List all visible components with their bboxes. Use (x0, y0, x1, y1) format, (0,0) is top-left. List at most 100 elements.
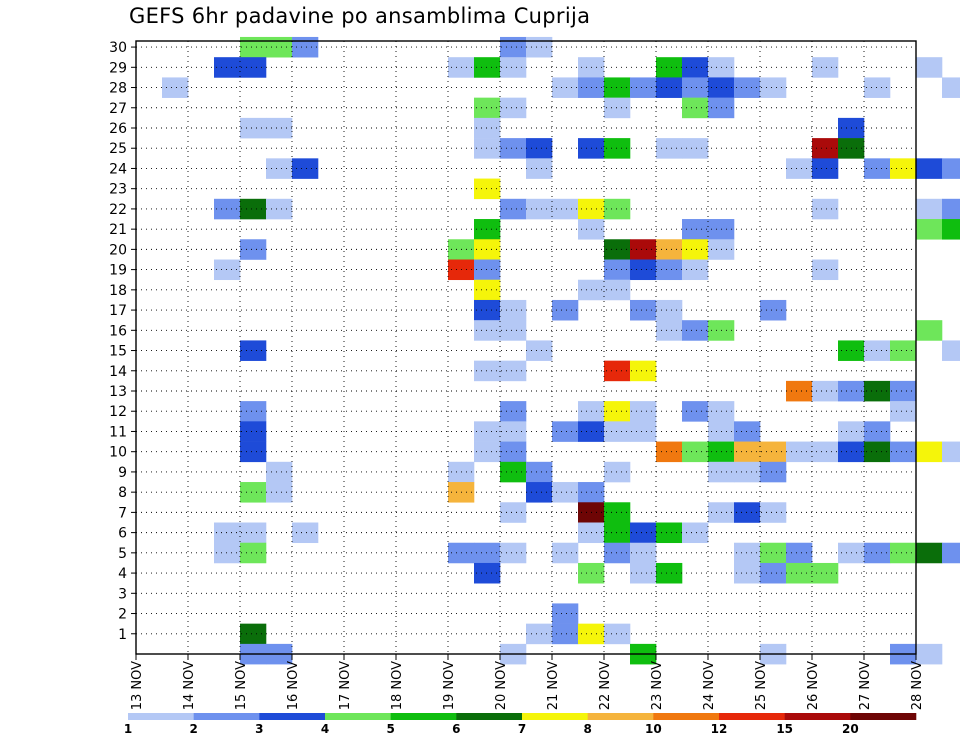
heatmap-cell (734, 461, 761, 483)
heatmap-cell (682, 97, 709, 119)
heatmap-cell (812, 441, 839, 463)
legend-label: 3 (255, 722, 263, 736)
heatmap-cell (656, 320, 683, 341)
heatmap-cell (292, 36, 319, 58)
heatmap-cell (240, 441, 267, 463)
heatmap-cell (500, 441, 527, 463)
heatmap-cell (916, 158, 943, 179)
heatmap-cell (682, 320, 709, 341)
heatmap-cell (240, 401, 267, 422)
heatmap-cell (552, 603, 579, 624)
x-tick-label: 15 NOV (234, 661, 249, 710)
heatmap-cell (240, 522, 267, 544)
x-tick-label: 19 NOV (442, 661, 457, 710)
heatmap-cell (214, 542, 241, 564)
y-tick-label: 12 (109, 404, 127, 420)
y-tick-label: 18 (109, 283, 127, 299)
heatmap-cell (812, 259, 839, 281)
y-tick-label: 7 (118, 505, 127, 521)
heatmap-cell (604, 502, 631, 523)
x-tick-label: 16 NOV (286, 661, 301, 710)
heatmap-cell (266, 158, 293, 179)
y-tick-label: 20 (109, 242, 127, 258)
y-tick-label: 21 (109, 222, 127, 238)
heatmap-cell (682, 401, 709, 422)
y-tick-label: 3 (118, 586, 127, 602)
y-tick-label: 26 (109, 121, 127, 137)
heatmap-cell (474, 178, 501, 200)
heatmap-cell (474, 57, 501, 78)
heatmap-cell (656, 138, 683, 159)
heatmap-cell (604, 360, 631, 382)
heatmap-cell (500, 198, 527, 220)
heatmap-cell (630, 239, 657, 260)
heatmap-cell (890, 158, 917, 179)
heatmap-cell (240, 36, 267, 58)
heatmap-cell (526, 623, 553, 645)
heatmap-cell (812, 138, 839, 159)
legend-swatch (325, 713, 391, 720)
heatmap-cell (916, 320, 943, 341)
heatmap-cell (240, 421, 267, 442)
heatmap-cell (734, 421, 761, 442)
heatmap-cell (630, 77, 657, 98)
heatmap-cell (500, 320, 527, 341)
heatmap-cell (864, 340, 891, 361)
heatmap-cell (682, 441, 709, 463)
heatmap-cell (162, 77, 189, 98)
legend-label: 8 (583, 722, 591, 736)
heatmap-cell (240, 340, 267, 361)
legend: 1 2 3 4 5 6 7 8 10 12 15 20 (124, 713, 917, 736)
heatmap-cell (240, 542, 267, 564)
heatmap-cell (682, 239, 709, 260)
heatmap-cell (942, 219, 960, 240)
heatmap-cell (474, 219, 501, 240)
heatmap-cell (682, 57, 709, 78)
x-tick-label: 18 NOV (390, 661, 405, 710)
heatmap-cell (474, 117, 501, 139)
heatmap-cell (552, 482, 579, 503)
heatmap-cell (240, 117, 267, 139)
heatmap-cell (604, 542, 631, 564)
heatmap-cell (682, 219, 709, 240)
heatmap-cell (552, 542, 579, 564)
heatmap-cell (942, 542, 960, 564)
heatmap-cell (786, 441, 813, 463)
heatmap-cell (500, 299, 527, 321)
heatmap-cell (890, 380, 917, 402)
heatmap-cell (630, 542, 657, 564)
heatmap-cell (474, 138, 501, 159)
heatmap-cell (786, 158, 813, 179)
heatmap-cell (500, 138, 527, 159)
y-tick-label: 5 (118, 546, 127, 562)
heatmap-cell (214, 57, 241, 78)
legend-label: 12 (711, 722, 728, 736)
heatmap-cell (474, 542, 501, 564)
heatmap-cell (500, 36, 527, 58)
heatmap-cell (786, 380, 813, 402)
heatmap-cell (604, 623, 631, 645)
heatmap-cell (292, 522, 319, 544)
x-tick-label: 25 NOV (754, 661, 769, 710)
heatmap-cell (474, 360, 501, 382)
legend-label: 10 (645, 722, 662, 736)
heatmap-cell (214, 259, 241, 281)
heatmap-cell (734, 542, 761, 564)
heatmap-cell (864, 421, 891, 442)
heatmap-cell (526, 461, 553, 483)
heatmap-cell (656, 522, 683, 544)
heatmap-cell (942, 340, 960, 361)
y-tick-label: 15 (109, 344, 127, 360)
heatmap-cell (266, 482, 293, 503)
heatmap-cell (474, 279, 501, 301)
legend-swatch (850, 713, 917, 720)
heatmap-cell (916, 542, 943, 564)
x-tick-label: 28 NOV (910, 661, 925, 710)
legend-swatch (456, 713, 523, 720)
y-tick-label: 10 (109, 445, 127, 461)
heatmap-cell (890, 401, 917, 422)
y-tick-label: 8 (118, 485, 127, 501)
legend-swatch (259, 713, 326, 720)
heatmap-cell (760, 542, 787, 564)
heatmap-cell (786, 562, 813, 584)
